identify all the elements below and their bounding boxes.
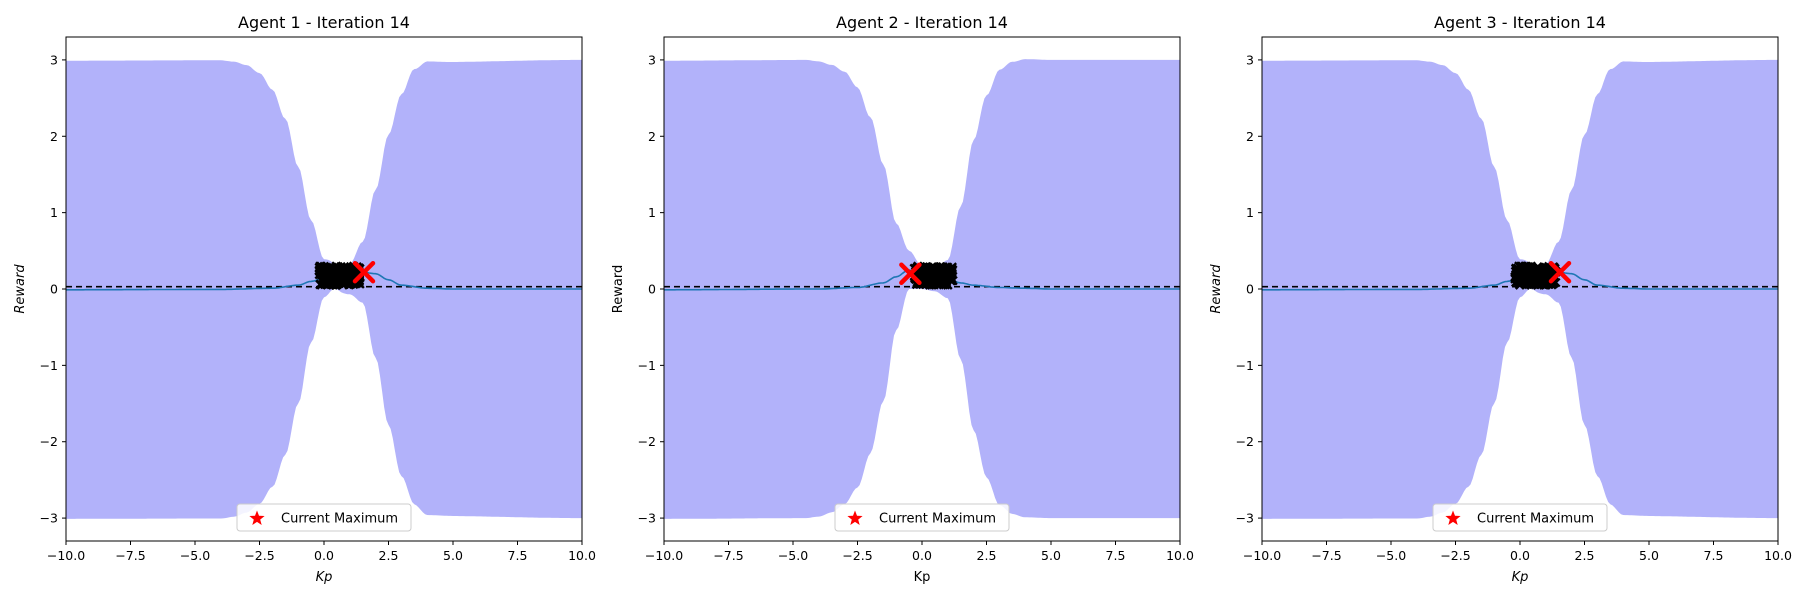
- sample-point: [320, 277, 331, 288]
- x-tick-label: 2.5: [1575, 548, 1595, 563]
- sample-point: [1516, 261, 1526, 271]
- legend: Current Maximum: [834, 503, 1010, 532]
- y-tick-label: 2: [648, 129, 656, 144]
- legend-star-icon: [249, 510, 265, 525]
- y-tick-label: 2: [50, 129, 58, 144]
- y-tick-label: 0: [648, 282, 656, 297]
- y-tick-label: −3: [40, 511, 58, 526]
- x-tick-label: −2.5: [842, 548, 872, 563]
- sample-point: [1522, 269, 1532, 280]
- legend-star-icon: [1445, 510, 1461, 525]
- x-tick-label: −5.0: [1376, 548, 1406, 563]
- y-tick-label: −1: [40, 358, 58, 373]
- x-tick-label: 0.0: [912, 548, 932, 563]
- y-tick-label: 1: [648, 205, 656, 220]
- y-tick-label: 2: [1246, 129, 1254, 144]
- sample-point: [927, 273, 938, 283]
- confidence-band: [66, 59, 582, 519]
- x-tick-label: 10.0: [1166, 548, 1194, 563]
- y-tick-label: −2: [1236, 434, 1254, 449]
- x-tick-label: 0.0: [314, 548, 334, 563]
- x-tick-label: 7.5: [508, 548, 528, 563]
- chart-title: Agent 3 - Iteration 14: [1434, 13, 1606, 32]
- x-tick-label: 10.0: [568, 548, 596, 563]
- x-axis-label: Kp: [316, 570, 333, 585]
- x-tick-label: −2.5: [1440, 548, 1470, 563]
- subplot-agent-3: −10.0 −7.5 −5.0 −2.5 0.0 2.5 5.0 7.5 10.0 −3 −2 −1 0…: [1209, 13, 1792, 585]
- x-tick-label: −10.0: [645, 548, 683, 563]
- legend: Current Maximum: [236, 503, 412, 532]
- plot-area: [1262, 59, 1778, 519]
- legend-box: [1432, 503, 1608, 532]
- x-axis-label: Kp: [1512, 570, 1529, 585]
- sample-point: [1526, 277, 1536, 287]
- x-tick-label: −2.5: [244, 548, 274, 563]
- sample-point: [940, 274, 951, 285]
- sample-point: [944, 267, 955, 277]
- x-tick-label: −7.5: [713, 548, 743, 563]
- x-tick-label: −5.0: [180, 548, 210, 563]
- x-tick-label: 7.5: [1704, 548, 1724, 563]
- legend-label: Current Maximum: [281, 512, 398, 527]
- sample-points: [1510, 261, 1561, 290]
- y-tick-label: 3: [50, 52, 58, 67]
- y-tick-label: −1: [638, 358, 656, 373]
- x-tick-label: −10.0: [1243, 548, 1281, 563]
- y-tick-label: −3: [1236, 511, 1254, 526]
- x-tick-label: 10.0: [1764, 548, 1792, 563]
- x-tick-label: −7.5: [1311, 548, 1341, 563]
- sample-point: [326, 279, 337, 290]
- y-tick-label: −2: [638, 434, 656, 449]
- current-maximum-marker: [1548, 260, 1572, 284]
- sample-point: [1510, 277, 1521, 288]
- chart-title: Agent 1 - Iteration 14: [238, 13, 410, 32]
- legend-label: Current Maximum: [879, 512, 996, 527]
- sample-points: [909, 261, 958, 290]
- y-tick-label: −2: [40, 434, 58, 449]
- subplot-agent-1: −10.0 −7.5 −5.0 −2.5 0.0 2.5 5.0 7.5 10.0 −3 −2 −1 0…: [13, 13, 596, 585]
- plot-area: [664, 59, 1180, 519]
- x-tick-label: −10.0: [47, 548, 85, 563]
- plot-area: [66, 59, 582, 519]
- x-tick-label: −5.0: [778, 548, 808, 563]
- y-tick-label: 3: [648, 52, 656, 67]
- y-tick-label: −1: [1236, 358, 1254, 373]
- x-tick-label: 5.0: [1041, 548, 1061, 563]
- y-tick-label: −3: [638, 511, 656, 526]
- sample-point: [1537, 269, 1547, 280]
- sample-point: [944, 264, 955, 275]
- current-maximum-marker: [899, 262, 922, 285]
- y-axis-label: Reward: [611, 265, 626, 313]
- x-tick-label: 2.5: [379, 548, 399, 563]
- y-tick-label: 3: [1246, 52, 1254, 67]
- subplot-agent-2: −10.0 −7.5 −5.0 −2.5 0.0 2.5 5.0 7.5 10.0 −3 −2 −1 0…: [611, 13, 1194, 585]
- x-tick-label: 0.0: [1510, 548, 1530, 563]
- sample-point: [336, 270, 346, 281]
- x-tick-label: 5.0: [443, 548, 463, 563]
- y-axis-label: Reward: [13, 264, 28, 314]
- sample-point: [930, 273, 940, 284]
- sample-point: [314, 263, 325, 273]
- y-tick-label: 0: [50, 282, 58, 297]
- confidence-band: [1262, 59, 1778, 519]
- current-maximum-marker: [352, 260, 376, 284]
- legend-box: [834, 503, 1010, 532]
- x-tick-label: −7.5: [115, 548, 145, 563]
- y-tick-label: 1: [50, 205, 58, 220]
- y-axis-label: Reward: [1209, 264, 1224, 314]
- y-tick-label: 1: [1246, 205, 1254, 220]
- sample-point: [331, 277, 342, 287]
- confidence-band: [664, 59, 1180, 519]
- y-tick-label: 0: [1246, 282, 1254, 297]
- x-tick-label: 5.0: [1639, 548, 1659, 563]
- x-tick-label: 2.5: [977, 548, 997, 563]
- legend-label: Current Maximum: [1477, 512, 1594, 527]
- x-axis-label: Kp: [914, 570, 931, 585]
- x-tick-label: 7.5: [1106, 548, 1126, 563]
- legend-star-icon: [847, 510, 863, 525]
- legend-box: [236, 503, 412, 532]
- legend: Current Maximum: [1432, 503, 1608, 532]
- chart-title: Agent 2 - Iteration 14: [836, 13, 1008, 32]
